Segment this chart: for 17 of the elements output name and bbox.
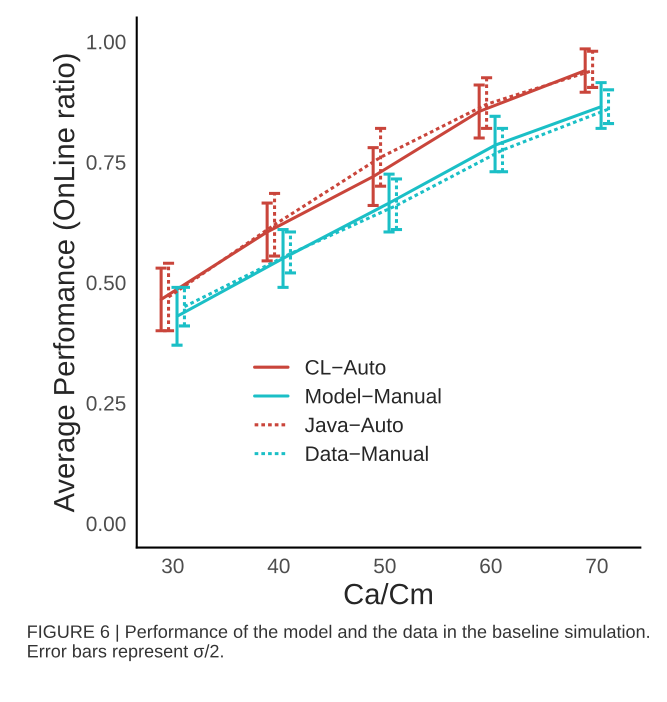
- x-tick-label: 60: [480, 558, 502, 574]
- x-tick-label: 50: [374, 558, 396, 574]
- x-axis-title: Ca/Cm: [344, 582, 432, 604]
- legend-label: Model−Manual: [306, 388, 440, 404]
- legend-label: CL−Auto: [306, 360, 386, 375]
- y-tick-label: 1.00: [87, 34, 126, 50]
- y-tick-label: 0.00: [86, 516, 126, 532]
- y-tick-label: 0.25: [86, 396, 126, 411]
- legend-label: Data−Manual: [306, 446, 428, 462]
- x-tick-label: 70: [586, 558, 608, 574]
- legend-label: Java−Auto: [304, 418, 403, 432]
- y-tick-label: 0.50: [86, 276, 126, 290]
- x-tick-label: 40: [268, 558, 290, 574]
- y-axis-title: Average Perfomance (OnLine ratio): [53, 54, 80, 512]
- x-tick-label: 30: [162, 558, 184, 574]
- y-tick-label: 0.75: [86, 155, 126, 170]
- caption: FIGURE 6 | Performance of the model and the data in the baseline simulation. Error bars represent σ/2.: [28, 624, 649, 662]
